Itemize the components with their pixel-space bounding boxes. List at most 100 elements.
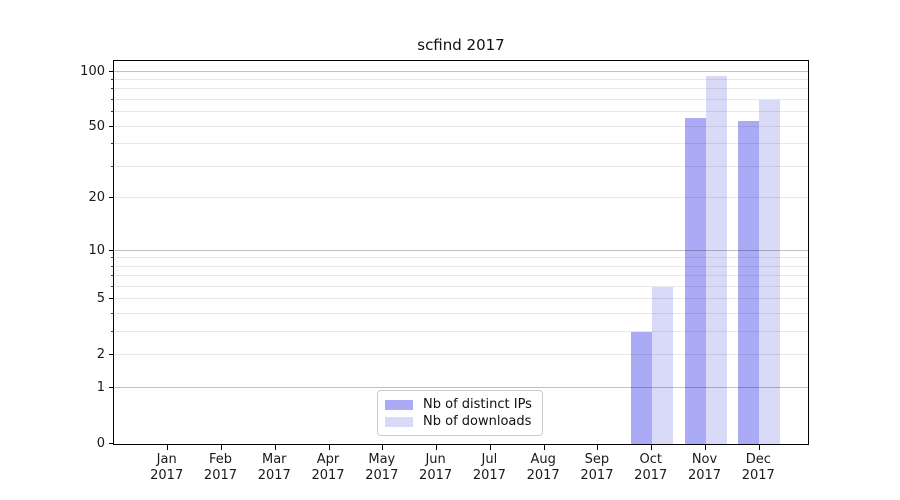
legend-swatch-downloads: [385, 416, 413, 427]
x-tick-label-jun: Jun 2017: [409, 452, 463, 484]
bar-distinct-ips-oct-2017: [630, 332, 652, 444]
y-tick-0: [109, 443, 113, 444]
y-minortick-70: [111, 99, 113, 101]
legend-label-downloads: Nb of downloads: [423, 414, 532, 429]
x-tick-year-aug: 2017: [526, 468, 560, 483]
x-tick-year-sep: 2017: [580, 468, 614, 483]
x-tick-nov: [705, 445, 706, 450]
y-minortick-60: [111, 111, 113, 113]
x-tick-year-nov: 2017: [687, 468, 722, 483]
gridline-y-100: [114, 70, 808, 72]
x-tick-mar: [274, 445, 276, 450]
x-tick-label-jan: Jan 2017: [140, 452, 194, 484]
y-minortick-6: [111, 285, 113, 287]
x-tick-jan: [167, 445, 169, 450]
y-tick-label-20: 20: [88, 190, 105, 206]
gridline-y-4: [114, 313, 808, 315]
bar-downloads-oct-2017: [651, 286, 673, 444]
x-tick-label-dec: Dec 2017: [731, 452, 785, 484]
y-tick-100: [109, 70, 113, 72]
legend-label-distinct-ips: Nb of distinct IPs: [423, 397, 532, 412]
y-tick-label-1: 1: [96, 380, 105, 396]
y-tick-1: [109, 387, 113, 389]
y-tick-label-0: 0: [96, 436, 105, 451]
x-tick-jul: [489, 445, 491, 450]
y-tick-label-10: 10: [88, 242, 105, 258]
x-tick-oct: [651, 445, 653, 450]
x-tick-label-oct: Oct 2017: [624, 452, 678, 484]
x-tick-month-nov: Nov: [691, 452, 718, 467]
y-minortick-7: [111, 275, 113, 277]
gridline-y-1: [114, 387, 808, 389]
x-tick-feb: [220, 445, 222, 450]
x-tick-label-jul: Jul 2017: [462, 452, 516, 484]
y-minortick-90: [111, 79, 113, 81]
x-tick-label-may: May 2017: [355, 452, 409, 484]
legend-swatch-distinct-ips: [385, 399, 413, 410]
gridline-y-7: [114, 275, 808, 277]
x-tick-month-jul: Jul: [481, 452, 498, 467]
x-tick-month-sep: Sep: [584, 452, 610, 467]
y-tick-20: [109, 197, 113, 199]
y-minortick-80: [111, 88, 113, 90]
y-tick-10: [109, 249, 113, 251]
x-tick-aug: [543, 445, 545, 450]
x-tick-apr: [328, 445, 330, 450]
gridline-y-8: [114, 265, 808, 267]
x-tick-jun: [436, 445, 438, 450]
y-tick-label-100: 100: [80, 63, 105, 79]
gridline-y-3: [114, 331, 808, 333]
gridline-y-20: [114, 197, 808, 199]
x-tick-dec: [758, 445, 760, 450]
y-tick-label-5: 5: [96, 291, 105, 307]
legend-item-downloads: Nb of downloads: [385, 414, 534, 429]
x-tick-year-jun: 2017: [419, 468, 453, 483]
x-tick-year-may: 2017: [365, 468, 399, 483]
gridline-y-6: [114, 285, 808, 287]
gridline-y-9: [114, 257, 808, 259]
y-minortick-4: [111, 313, 113, 315]
gridline-y-2: [114, 354, 808, 356]
gridline-y-90: [114, 79, 808, 81]
bar-downloads-nov-2017: [705, 75, 727, 444]
y-minortick-3: [111, 331, 113, 333]
plot-area: [109, 60, 809, 450]
x-tick-label-sep: Sep 2017: [570, 452, 624, 484]
x-tick-month-oct: Oct: [639, 452, 662, 467]
x-tick-month-aug: Aug: [530, 452, 556, 467]
x-tick-sep: [597, 445, 599, 450]
x-tick-label-mar: Mar 2017: [247, 452, 301, 484]
legend: Nb of distinct IPs Nb of downloads: [377, 390, 543, 436]
bar-downloads-dec-2017: [759, 100, 781, 444]
y-tick-label-2: 2: [96, 347, 105, 363]
chart-title: scfind 2017: [417, 36, 505, 54]
x-tick-month-apr: Apr: [316, 452, 340, 467]
x-tick-year-mar: 2017: [257, 468, 291, 483]
y-minortick-40: [111, 143, 113, 145]
x-tick-year-jan: 2017: [150, 468, 184, 483]
x-tick-year-feb: 2017: [203, 468, 238, 483]
x-tick-year-oct: 2017: [634, 468, 668, 483]
y-tick-label-50: 50: [88, 118, 105, 134]
y-tick-50: [109, 125, 113, 127]
legend-item-distinct-ips: Nb of distinct IPs: [385, 397, 534, 412]
y-tick-5: [109, 298, 113, 300]
gridline-y-50: [114, 125, 808, 127]
bar-distinct-ips-nov-2017: [684, 117, 706, 444]
gridline-y-40: [114, 143, 808, 145]
y-minortick-30: [111, 165, 113, 167]
x-tick-month-feb: Feb: [208, 452, 232, 467]
gridline-y-30: [114, 165, 808, 167]
x-tick-label-feb: Feb 2017: [193, 452, 247, 484]
x-tick-month-mar: Mar: [261, 452, 287, 467]
x-tick-year-apr: 2017: [311, 468, 345, 483]
x-tick-may: [382, 445, 384, 450]
bar-distinct-ips-dec-2017: [738, 120, 760, 444]
x-tick-label-apr: Apr 2017: [301, 452, 355, 484]
x-tick-label-nov: Nov 2017: [678, 452, 732, 484]
x-tick-year-dec: 2017: [741, 468, 775, 483]
x-tick-label-aug: Aug 2017: [516, 452, 570, 484]
y-minortick-9: [111, 257, 113, 259]
x-tick-month-jan: Jan: [156, 452, 177, 467]
